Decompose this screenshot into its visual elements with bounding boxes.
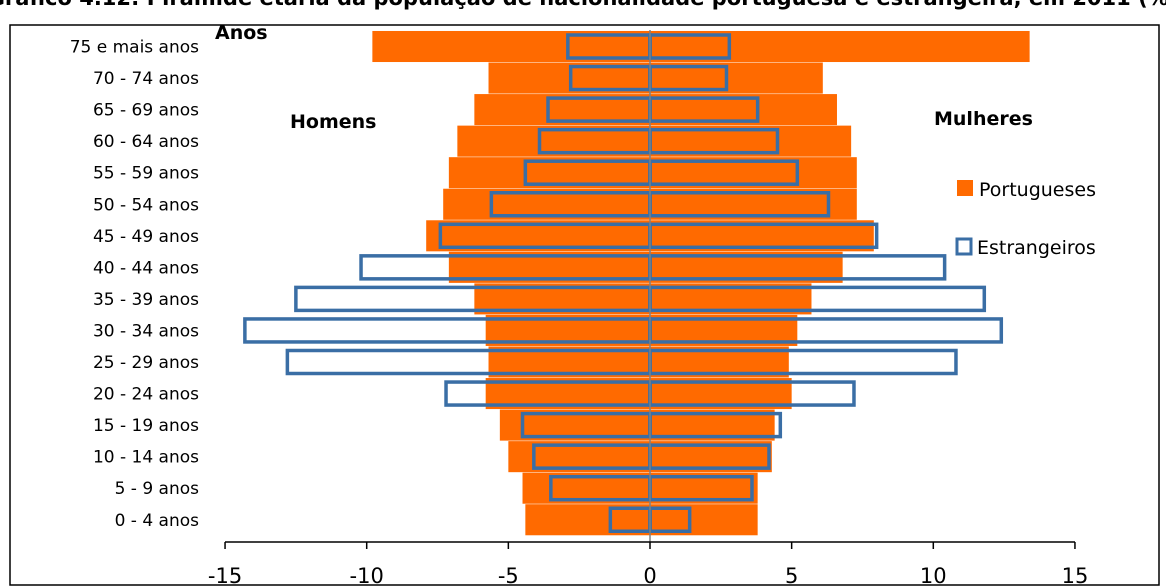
category-label-15-19-anos: 15 - 19 anos (93, 416, 199, 436)
category-label-75-e-mais-anos: 75 e mais anos (70, 38, 199, 58)
category-label-0-4-anos: 0 - 4 anos (115, 511, 200, 531)
chart-title: Gráfico 4.12: Pirâmide etária da populaç… (0, 0, 1166, 10)
x-tick-label: -10 (350, 564, 384, 587)
category-label-20-24-anos: 20 - 24 anos (93, 385, 199, 405)
y-axis-label: Anos (215, 22, 268, 44)
category-label-65-69-anos: 65 - 69 anos (93, 101, 199, 121)
x-tick-label: 5 (785, 564, 798, 587)
legend-label-portugueses: Portugueses (979, 179, 1096, 201)
x-tick-label: -15 (208, 564, 242, 587)
x-axis-ticks: -15 -10 -5 0 5 10 15 (208, 542, 1088, 587)
x-tick-label: 10 (920, 564, 947, 587)
category-label-35-39-anos: 35 - 39 anos (93, 290, 199, 310)
men-label: Homens (290, 111, 376, 133)
category-label-10-14-anos: 10 - 14 anos (93, 448, 199, 468)
category-labels: 75 e mais anos 70 - 74 anos 65 - 69 anos 60… (70, 38, 199, 531)
category-label-40-44-anos: 40 - 44 anos (93, 258, 199, 278)
legend-label-estrangeiros: Estrangeiros (977, 237, 1096, 259)
bars-layer (243, 30, 1030, 542)
category-label-55-59-anos: 55 - 59 anos (93, 164, 199, 184)
category-label-25-29-anos: 25 - 29 anos (93, 353, 199, 373)
legend: Portugueses Estrangeiros (955, 179, 1096, 259)
category-label-50-54-anos: 50 - 54 anos (93, 195, 199, 215)
x-tick-label: -5 (498, 564, 519, 587)
x-tick-label: 15 (1062, 564, 1089, 587)
x-tick-label: 0 (643, 564, 656, 587)
legend-swatch-portugueses (957, 180, 973, 196)
category-label-70-74-anos: 70 - 74 anos (93, 69, 199, 89)
women-label: Mulheres (934, 108, 1033, 130)
category-label-30-34-anos: 30 - 34 anos (93, 321, 199, 341)
legend-swatch-estrangeiros (955, 237, 973, 256)
category-label-5-9-anos: 5 - 9 anos (115, 479, 200, 499)
category-label-45-49-anos: 45 - 49 anos (93, 227, 199, 247)
category-label-60-64-anos: 60 - 64 anos (93, 132, 199, 152)
